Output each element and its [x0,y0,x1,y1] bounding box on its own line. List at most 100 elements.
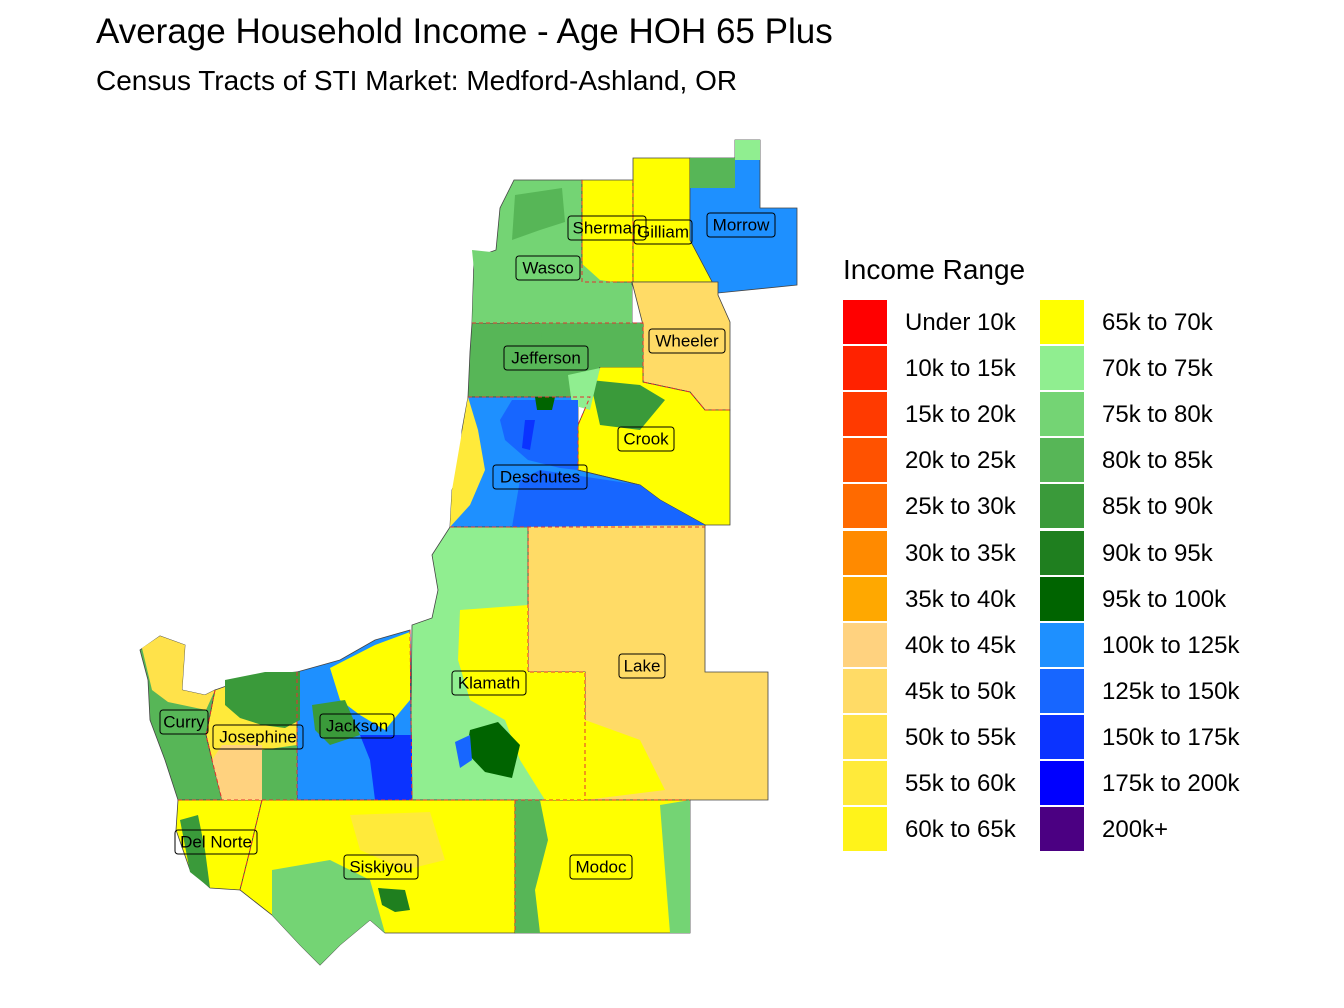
svg-text:Lake: Lake [624,657,661,676]
county-label-deschutes: Deschutes [492,464,588,490]
legend-item: 90k to 95k [1040,530,1280,575]
tract-patch [690,158,735,188]
legend-label: 30k to 35k [905,539,1016,567]
legend-label: Under 10k [905,309,1016,336]
tract-patch [585,720,665,800]
legend-item: 95k to 100k [1040,576,1280,621]
tract-patch [312,700,360,745]
legend-swatch [1040,576,1084,621]
legend-item: 40k to 45k [843,622,1083,667]
legend-label: 150k to 175k [1102,723,1240,751]
tract-patch [512,470,705,527]
county-label-sherman: Sherman [567,215,647,241]
legend-swatch [1040,392,1084,437]
legend-item: 100k to 125k [1040,622,1280,667]
tract-patch [500,400,578,470]
legend-item: 45k to 50k [843,668,1083,713]
county-boundary [581,180,634,283]
legend-swatch [843,346,887,391]
legend-label: 75k to 80k [1102,401,1213,429]
county-label-josephine: Josephine [212,724,304,750]
legend-item: 20k to 25k [843,438,1083,483]
legend-item: Under 10k [843,300,1083,344]
legend-swatch [843,807,887,852]
legend-label: 60k to 65k [905,816,1016,844]
tract-patch [540,323,643,372]
legend-item: 30k to 35k [843,530,1083,575]
legend-swatch [1040,484,1084,529]
legend-item: 150k to 175k [1040,714,1280,759]
tract-patch [378,888,410,912]
legend-swatch [1040,300,1084,344]
legend-label: 15k to 20k [905,401,1016,429]
legend-item: 85k to 90k [1040,484,1280,529]
county-label-modoc: Modoc [569,854,633,880]
county-boundary [409,629,413,801]
tract-patch [515,800,548,933]
legend-label: 85k to 90k [1102,493,1213,521]
svg-text:Jefferson: Jefferson [511,349,581,368]
legend-swatch [843,438,887,483]
tract-patch [458,605,585,800]
tract-patch [262,745,297,800]
county-label-wasco: Wasco [515,255,581,281]
county-label-curry: Curry [159,709,209,735]
legend-item: 35k to 40k [843,576,1083,621]
legend-swatch [843,300,887,344]
tract-patch [660,800,690,933]
legend-swatch [843,761,887,805]
tract-patch [225,672,300,728]
legend-swatch [1040,761,1084,805]
county-label-jackson: Jackson [319,713,395,739]
legend-swatch [1040,714,1084,759]
legend-swatch [1040,622,1084,667]
legend-swatch [1040,530,1084,575]
legend-swatch [843,576,887,621]
svg-text:Del Norte: Del Norte [180,833,252,852]
county-boundary [239,799,263,891]
svg-text:Wheeler: Wheeler [655,332,719,351]
legend-swatch [843,622,887,667]
legend-swatch [843,484,887,529]
county-label-gilliam: Gilliam [633,219,693,245]
legend-item: 175k to 200k [1040,761,1280,805]
legend-item: 55k to 60k [843,761,1083,805]
legend-swatch [1040,668,1084,713]
county-label-klamath: Klamath [451,670,527,696]
tract-patch [522,420,535,450]
svg-text:Gilliam: Gilliam [637,223,689,242]
legend-label: 10k to 15k [905,355,1016,383]
legend-label: 100k to 125k [1102,631,1240,659]
legend-label: 25k to 30k [905,493,1016,521]
tract-patch [330,632,410,730]
legend-label: 35k to 40k [905,585,1016,613]
svg-text:Crook: Crook [623,430,669,449]
svg-text:Deschutes: Deschutes [500,468,580,487]
svg-text:Curry: Curry [163,713,205,732]
tract-patch [272,860,385,965]
county-label-siskiyou: Siskiyou [343,854,419,880]
county-label-lake: Lake [618,653,666,679]
map-subtitle: Census Tracts of STI Market: Medford-Ash… [96,65,738,96]
legend-label: 95k to 100k [1102,585,1227,613]
tract-patch [212,745,265,800]
tract-patch [360,735,412,800]
legend-swatch [1040,807,1084,852]
legend-label: 90k to 95k [1102,539,1213,567]
legend-item: 65k to 70k [1040,300,1280,344]
svg-text:Siskiyou: Siskiyou [349,858,412,877]
legend-item: 200k+ [1040,807,1280,852]
legend-swatch [1040,438,1084,483]
legend-label: 50k to 55k [905,723,1016,751]
legend-swatch [843,392,887,437]
legend-label: 40k to 45k [905,631,1016,659]
county-label-jefferson: Jefferson [503,345,589,371]
county-boundary [527,527,586,800]
legend-swatch [843,714,887,759]
county-label-crook: Crook [617,426,675,452]
legend-label: 80k to 85k [1102,447,1213,475]
legend-label: 45k to 50k [905,677,1016,705]
legend-swatch [843,530,887,575]
tract-patch [535,397,555,410]
